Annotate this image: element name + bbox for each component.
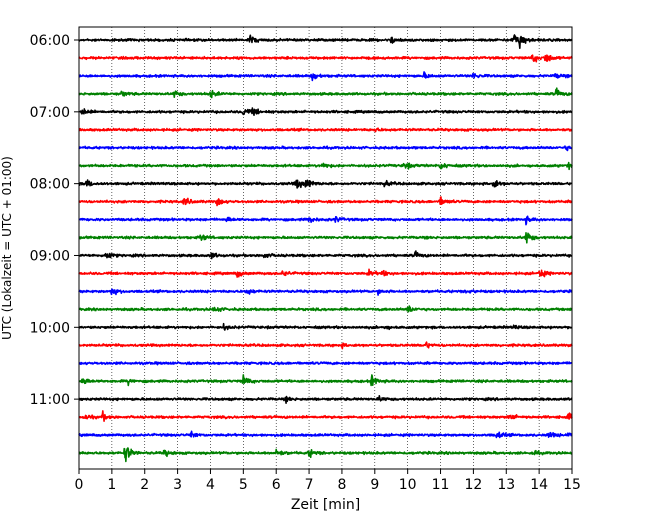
trace-line-1015 [78,341,573,350]
y-axis-label: UTC (Lokalzeit = UTC + 01:00) [0,156,14,340]
y-tick-label: 07:00 [30,105,70,121]
trace-line-0815 [78,196,573,207]
x-tick-label: 11 [432,477,450,493]
x-tick-label: 9 [370,477,379,493]
x-tick-label: 0 [75,477,84,493]
trace-line-0700 [78,107,573,117]
trace-line-1100 [78,395,573,405]
trace-line-1145 [78,447,573,463]
x-tick-label: 5 [239,477,248,493]
y-tick-label: 08:00 [30,177,70,193]
trace-line-1045 [78,374,573,387]
y-tick-label: 09:00 [30,248,70,264]
x-tick-label: 2 [140,477,149,493]
y-tick-label: 06:00 [30,33,70,49]
trace-line-0800 [78,179,573,189]
trace-line-0615 [78,54,573,63]
trace-line-0945 [78,305,573,313]
y-tick-label: 11:00 [30,392,70,408]
trace-line-0730 [78,145,573,152]
trace-line-1130 [78,430,573,439]
trace-line-0715 [78,127,573,133]
y-axis-ticks: 06:00 07:00 08:00 09:00 10:00 11:00 [30,33,79,408]
x-tick-label: 12 [464,477,482,493]
trace-line-0900 [78,250,573,260]
y-tick-label: 10:00 [30,320,70,336]
trace-line-0915 [78,268,573,278]
x-tick-label: 8 [337,477,346,493]
x-tick-label: 1 [107,477,116,493]
x-tick-label: 14 [530,477,548,493]
x-tick-label: 7 [305,477,314,493]
x-axis-label: Zeit [min] [291,497,360,513]
trace-line-1030 [78,360,573,366]
x-tick-label: 6 [272,477,281,493]
x-tick-label: 13 [497,477,515,493]
trace-line-0845 [78,231,573,244]
x-tick-label: 10 [399,477,417,493]
trace-lines [78,34,573,463]
trace-line-0600 [78,34,573,50]
x-tick-label: 15 [563,477,581,493]
x-axis-ticks: 0 1 2 3 4 5 6 7 8 9 10 11 12 13 14 15 [75,469,581,493]
x-tick-label: 4 [206,477,215,493]
trace-line-0745 [78,161,573,171]
trace-line-1115 [78,410,573,422]
trace-line-0830 [78,215,573,226]
plot-frame [78,26,573,470]
trace-line-0630 [78,71,573,82]
trace-line-1000 [78,322,573,331]
x-tick-label: 3 [173,477,182,493]
trace-line-0930 [78,288,573,296]
trace-line-0645 [78,87,573,99]
